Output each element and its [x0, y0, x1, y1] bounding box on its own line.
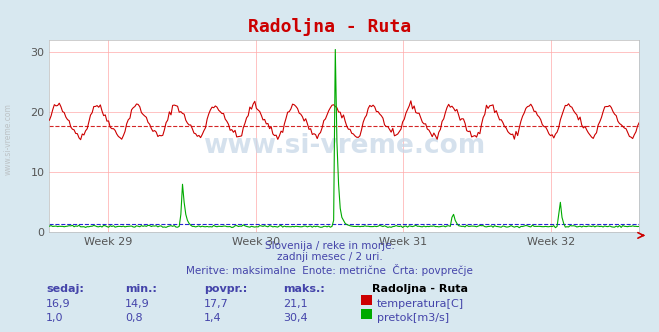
Text: 17,7: 17,7 — [204, 299, 229, 309]
Text: 16,9: 16,9 — [46, 299, 71, 309]
Text: www.si-vreme.com: www.si-vreme.com — [203, 133, 486, 159]
Text: 1,4: 1,4 — [204, 313, 222, 323]
Text: temperatura[C]: temperatura[C] — [377, 299, 464, 309]
Text: zadnji mesec / 2 uri.: zadnji mesec / 2 uri. — [277, 252, 382, 262]
Text: 1,0: 1,0 — [46, 313, 64, 323]
Text: Radoljna - Ruta: Radoljna - Ruta — [372, 284, 469, 294]
Text: 0,8: 0,8 — [125, 313, 143, 323]
Text: 30,4: 30,4 — [283, 313, 308, 323]
Text: Slovenija / reke in morje.: Slovenija / reke in morje. — [264, 241, 395, 251]
Text: 14,9: 14,9 — [125, 299, 150, 309]
Text: www.si-vreme.com: www.si-vreme.com — [3, 104, 13, 175]
Text: min.:: min.: — [125, 284, 157, 294]
Text: Meritve: maksimalne  Enote: metrične  Črta: povprečje: Meritve: maksimalne Enote: metrične Črta… — [186, 264, 473, 276]
Text: pretok[m3/s]: pretok[m3/s] — [377, 313, 449, 323]
Text: 21,1: 21,1 — [283, 299, 308, 309]
Text: maks.:: maks.: — [283, 284, 325, 294]
Text: povpr.:: povpr.: — [204, 284, 248, 294]
Text: sedaj:: sedaj: — [46, 284, 84, 294]
Text: Radoljna - Ruta: Radoljna - Ruta — [248, 18, 411, 36]
